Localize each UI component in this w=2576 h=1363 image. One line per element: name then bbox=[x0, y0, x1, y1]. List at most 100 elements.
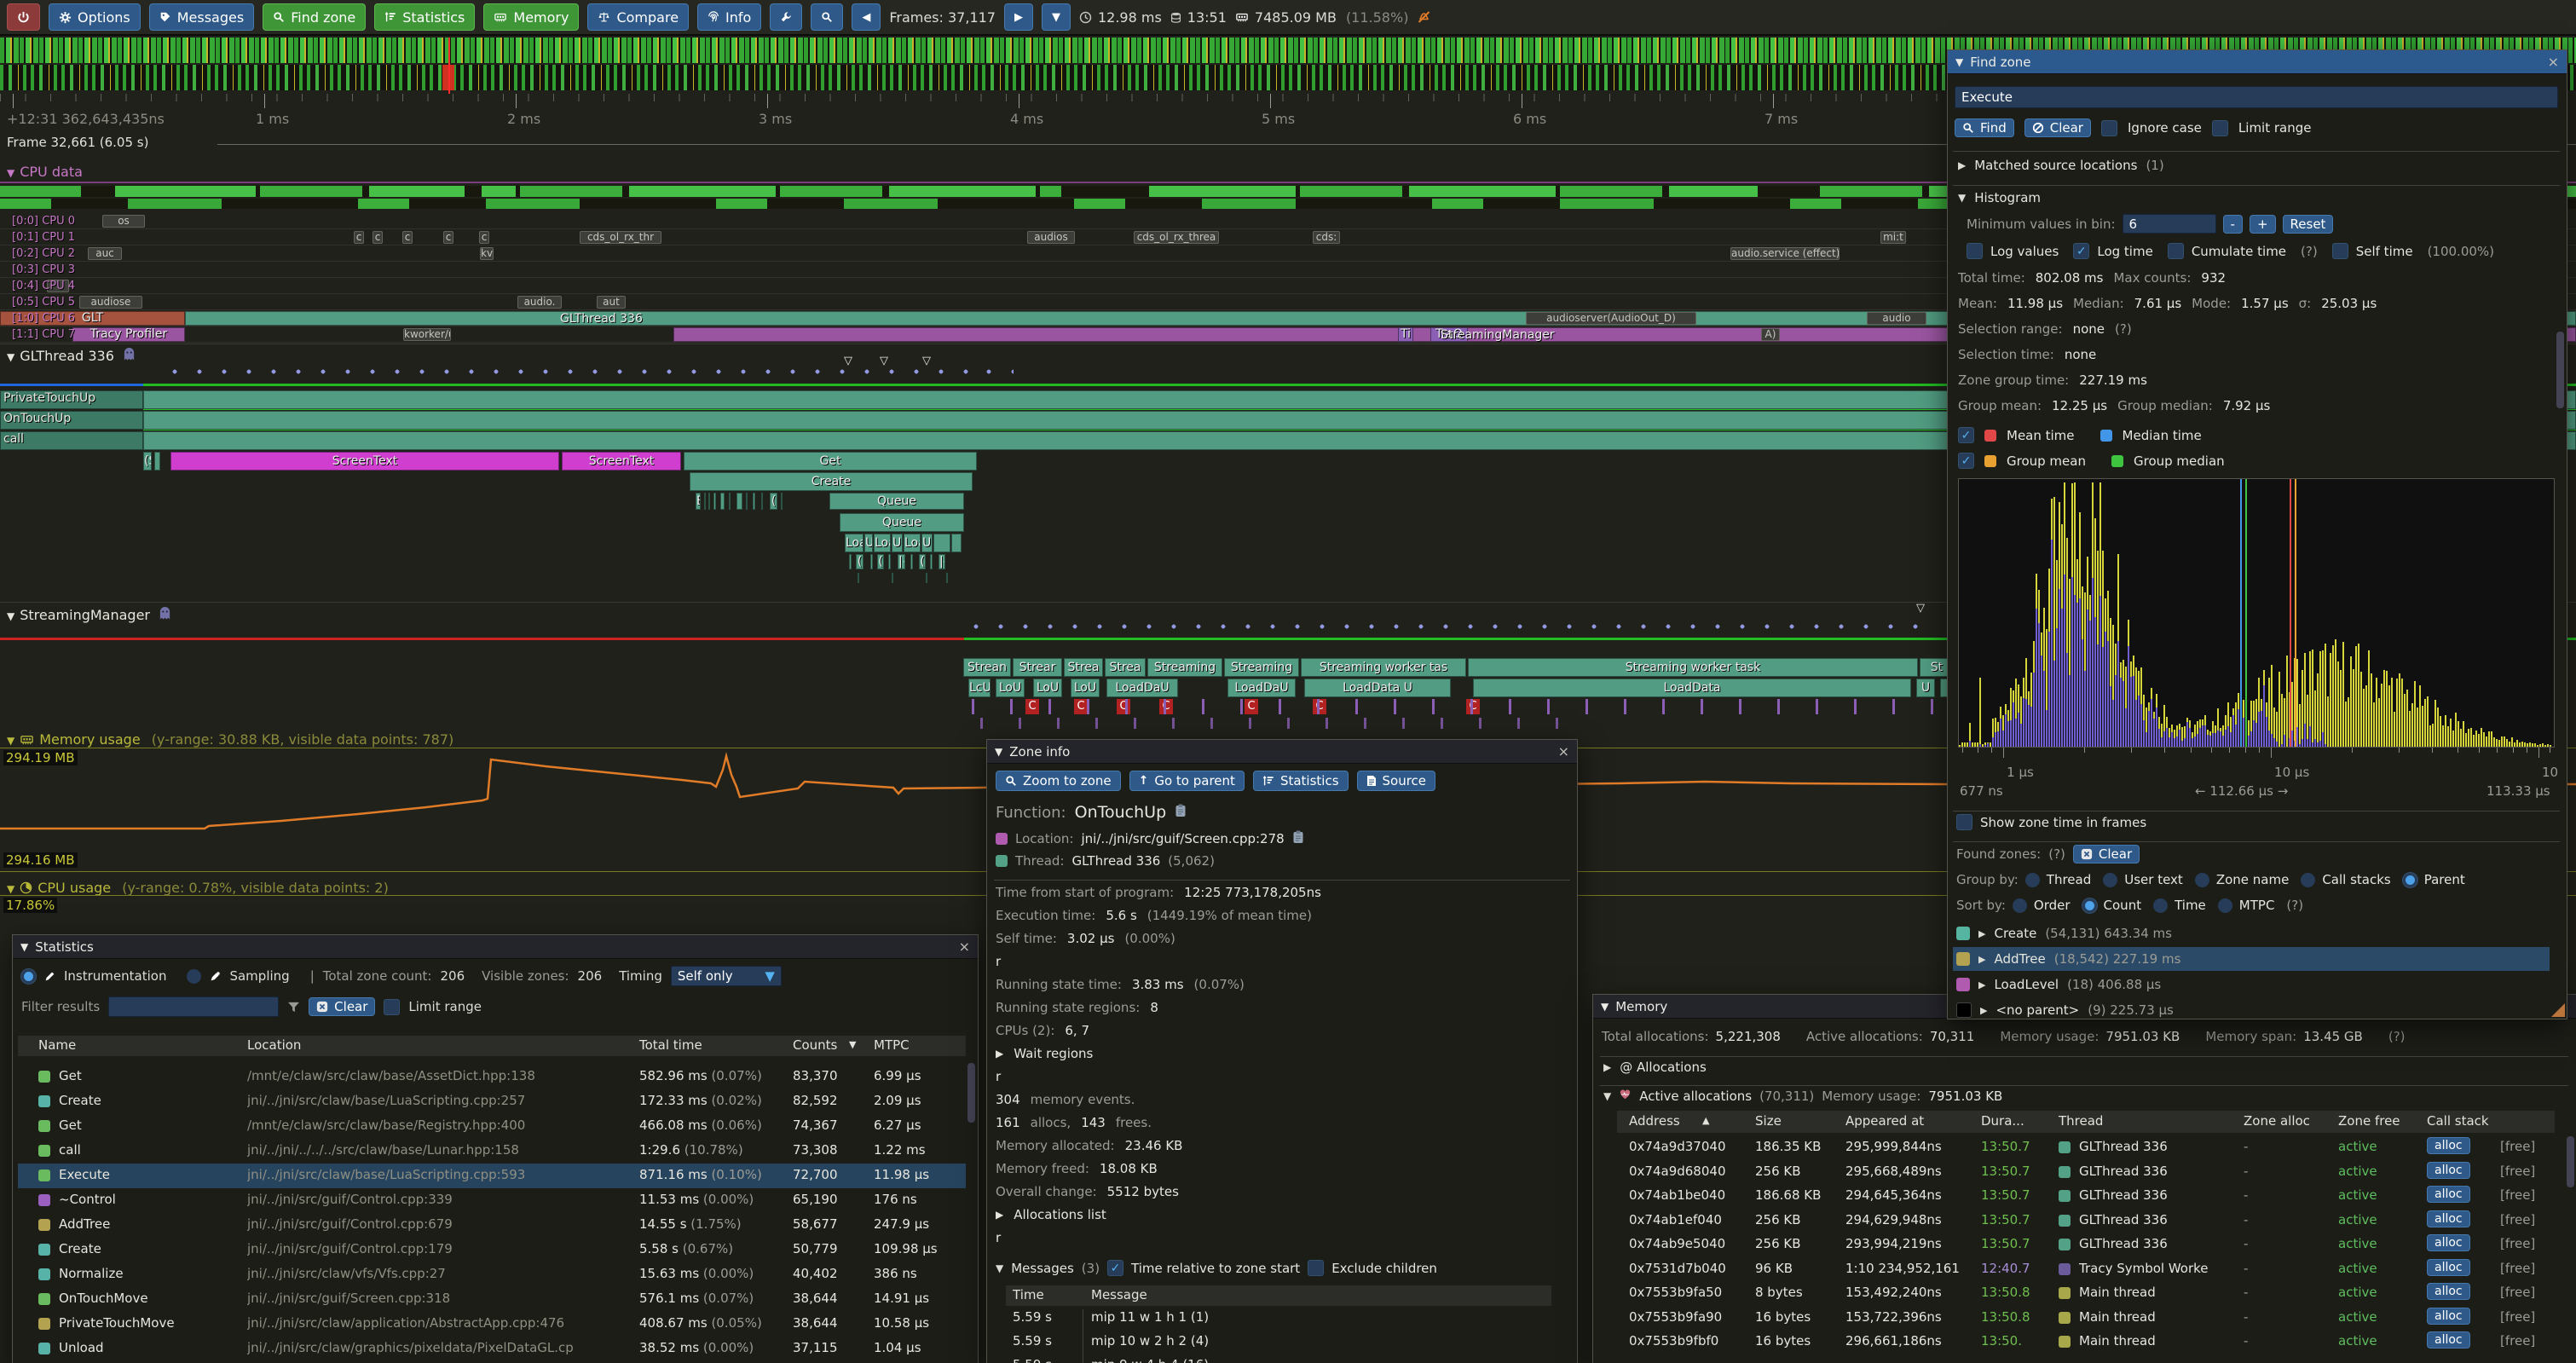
zone-bar-loa[interactable]: Loa bbox=[845, 534, 863, 552]
zone-bar[interactable] bbox=[933, 534, 950, 552]
column-header-dura-[interactable]: Dura... bbox=[1981, 1113, 2024, 1129]
allocation-row[interactable]: 0x74a9d68040 256 KB 295,668,489ns 13:50.7 GL… bbox=[1617, 1161, 2555, 1185]
zone-bar-streaming[interactable]: Streaming bbox=[1147, 658, 1222, 677]
exclude-children-checkbox[interactable] bbox=[1308, 1260, 1325, 1276]
ctx-switch-box[interactable]: A) bbox=[1761, 328, 1780, 341]
ctx-switch-box[interactable]: cds_ol_rx_threa bbox=[1134, 231, 1219, 244]
resize-grip[interactable] bbox=[2551, 1003, 2565, 1017]
ctx-switch-box[interactable]: c bbox=[402, 231, 413, 244]
alloc-callstack-button[interactable]: alloc bbox=[2427, 1210, 2470, 1227]
zone-bar-e[interactable]: E bbox=[696, 493, 701, 510]
column-header-location[interactable]: Location bbox=[247, 1037, 302, 1053]
zone-bar-u[interactable]: U bbox=[864, 534, 873, 552]
duration-histogram[interactable] bbox=[1958, 478, 2555, 748]
ctx-switch-box[interactable]: kv bbox=[480, 247, 494, 260]
sort-radio-count[interactable] bbox=[2082, 898, 2097, 913]
zone-bar[interactable] bbox=[729, 493, 731, 510]
chevron-down-icon[interactable]: ▼ bbox=[765, 968, 775, 984]
alloc-callstack-button[interactable]: alloc bbox=[2427, 1137, 2470, 1154]
message-row[interactable]: 5.59 s mip 10 w 2 h 2 (4) bbox=[1006, 1333, 1551, 1357]
column-header-mtpc[interactable]: MTPC bbox=[874, 1037, 910, 1053]
zone-bar-up[interactable]: Up bbox=[892, 534, 903, 552]
log-time-checkbox[interactable]: ✓ bbox=[2073, 243, 2090, 259]
column-header-address[interactable]: Address bbox=[1629, 1113, 1680, 1129]
time-relative-checkbox[interactable]: ✓ bbox=[1107, 1260, 1124, 1276]
found-zone-group-loadlevel[interactable]: ▶ LoadLevel (18) 406.88 µs bbox=[1953, 973, 2550, 996]
ctx-switch-box[interactable]: cds_ol_rx_thr bbox=[580, 231, 661, 244]
source-button[interactable]: Source bbox=[1356, 771, 1436, 791]
expand-icon[interactable]: ▶ bbox=[1958, 159, 1967, 171]
zone-bar[interactable] bbox=[858, 573, 859, 583]
compare-button[interactable]: Compare bbox=[587, 3, 690, 31]
statistics-row-unload[interactable]: Unload jni/../jni/src/claw/graphics/pixel… bbox=[18, 1337, 966, 1361]
sort-radio-order[interactable] bbox=[2012, 898, 2027, 913]
zone-bar-s[interactable]: (S bbox=[143, 452, 152, 471]
alloc-callstack-button[interactable]: alloc bbox=[2427, 1283, 2470, 1300]
ctx-switch-box[interactable] bbox=[47, 280, 69, 292]
zone-bar[interactable] bbox=[781, 493, 783, 510]
zone-bar-loaddata[interactable]: LoadData bbox=[1473, 679, 1911, 697]
ctx-switch-box[interactable]: cds: bbox=[1313, 231, 1340, 244]
help-icon[interactable]: (?) bbox=[2388, 1029, 2406, 1044]
collapse-icon[interactable]: ▼ bbox=[7, 351, 15, 363]
statistics-row-ontouchmove[interactable]: OnTouchMove jni/../jni/src/guif/Screen.cp… bbox=[18, 1287, 966, 1312]
ignore-case-checkbox[interactable] bbox=[2100, 119, 2117, 136]
group-radio-call-stacks[interactable] bbox=[2301, 872, 2316, 887]
zone-bar[interactable] bbox=[713, 493, 716, 510]
zone-bar-[interactable]: |- bbox=[939, 554, 945, 569]
zone-bar[interactable] bbox=[870, 554, 873, 569]
zone-bar[interactable] bbox=[951, 534, 962, 552]
filter-input[interactable] bbox=[108, 996, 280, 1017]
zone-bar-strea[interactable]: Strea bbox=[1105, 658, 1146, 677]
zone-bar-[interactable]: |~ bbox=[898, 554, 905, 569]
zone-bar-lcu[interactable]: LcU bbox=[968, 679, 991, 697]
statistics-titlebar[interactable]: ▼ Statistics × bbox=[13, 935, 978, 959]
zoom-to-zone-button[interactable]: Zoom to zone bbox=[996, 771, 1121, 791]
expand-icon[interactable]: ▶ bbox=[1603, 1061, 1612, 1073]
messages-button[interactable]: Messages bbox=[148, 3, 255, 31]
zone-bar[interactable] bbox=[753, 493, 755, 510]
statistics-scrollbar[interactable] bbox=[967, 1063, 975, 1123]
zone-bar-streamingworkertas[interactable]: Streaming worker tas bbox=[1301, 658, 1466, 677]
limit-range-checkbox[interactable] bbox=[384, 998, 401, 1015]
filter-clear-button[interactable]: Clear bbox=[309, 997, 376, 1016]
zone-bar[interactable] bbox=[761, 493, 763, 510]
frame-info-label[interactable]: Frame 32,661 (6.05 s) bbox=[7, 135, 149, 150]
cpu-data-section[interactable]: ▼ CPU data bbox=[7, 164, 83, 180]
mode-radio-sampling[interactable] bbox=[187, 968, 202, 984]
zone-bar-lou[interactable]: LoU bbox=[1033, 679, 1062, 697]
statistics-row-create[interactable]: Create jni/../jni/src/claw/base/LuaScript… bbox=[18, 1089, 966, 1114]
show-zone-time-checkbox[interactable] bbox=[1956, 814, 1972, 830]
found-zone-group-create[interactable]: ▶ Create (54,131) 643.34 ms bbox=[1953, 921, 2550, 945]
statistics-button[interactable]: Statistics bbox=[374, 3, 476, 31]
message-dots[interactable] bbox=[170, 367, 980, 377]
alloc-callstack-button[interactable]: alloc bbox=[2427, 1307, 2470, 1325]
zone-bar-streamingworkertask[interactable]: Streaming worker task bbox=[1468, 658, 1918, 677]
info-button[interactable]: Info bbox=[697, 3, 762, 31]
zone-bar-[interactable]: ( bbox=[770, 493, 777, 510]
ctx-switch-box[interactable]: audios bbox=[1027, 231, 1075, 244]
message-row[interactable]: 5.59 s mip 9 w 4 h 4 (16) bbox=[1006, 1357, 1551, 1363]
frame-time-stat[interactable]: 12.98 ms bbox=[1079, 9, 1162, 26]
zone-bar-strea[interactable]: Strea bbox=[1064, 658, 1103, 677]
zone-bar-create[interactable]: Create bbox=[690, 472, 973, 491]
allocation-row[interactable]: 0x7553b9fa90 16 bytes 153,722,396ns 13:50.8… bbox=[1617, 1307, 2555, 1331]
mode-radio-instrumentation[interactable] bbox=[21, 968, 36, 984]
allocation-row[interactable]: 0x74ab1ef040 256 KB 294,629,948ns 13:50.7 GL… bbox=[1617, 1210, 2555, 1233]
ctx-switch-box[interactable]: c bbox=[443, 231, 453, 244]
expand-icon[interactable]: ▶ bbox=[1978, 927, 1986, 939]
zone-info-titlebar[interactable]: ▼ Zone info × bbox=[987, 740, 1577, 764]
expand-icon[interactable]: ▶ bbox=[1978, 953, 1986, 965]
found-zone-group-addtree[interactable]: ▶ AddTree (18,542) 227.19 ms bbox=[1953, 947, 2550, 971]
alloc-callstack-button[interactable]: alloc bbox=[2427, 1258, 2470, 1276]
ctx-switch-box[interactable]: audiose bbox=[79, 296, 142, 309]
zone-bar[interactable] bbox=[720, 493, 725, 510]
allocation-row[interactable]: 0x74ab1be040 186.68 KB 294,645,364ns 13:50.… bbox=[1617, 1185, 2555, 1209]
column-header-message[interactable]: Message bbox=[1091, 1287, 1147, 1302]
limit-range-checkbox[interactable] bbox=[2211, 119, 2228, 136]
zone-bar-loaddau[interactable]: LoadDaU bbox=[1227, 679, 1296, 697]
collapse-icon[interactable]: ▼ bbox=[1601, 1000, 1609, 1013]
zone-bar[interactable] bbox=[0, 411, 143, 430]
go-to-parent-button[interactable]: ↑ Go to parent bbox=[1129, 771, 1245, 791]
column-header-call-stack[interactable]: Call stack bbox=[2427, 1113, 2489, 1129]
